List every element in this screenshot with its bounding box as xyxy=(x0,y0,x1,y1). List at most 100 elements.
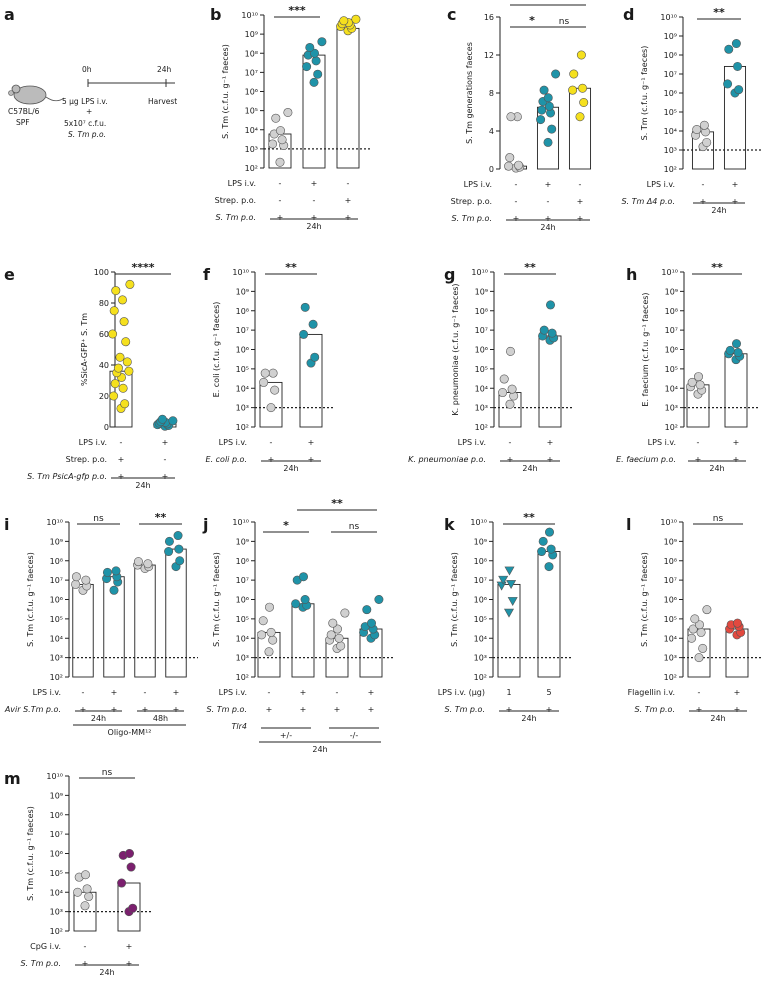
y-tick-label: 10⁹ xyxy=(475,287,488,296)
treatment-lps: 5 µg LPS i.v. xyxy=(62,97,108,106)
data-point xyxy=(731,39,741,49)
y-tick-label: 10⁸ xyxy=(664,51,677,60)
y-tick-label: 10³ xyxy=(236,404,249,413)
group-label: 24h xyxy=(306,222,321,231)
group-label: 24h xyxy=(711,206,726,215)
condition-value: 5 xyxy=(546,688,551,697)
data-point xyxy=(108,329,118,339)
data-point xyxy=(174,544,184,554)
data-point xyxy=(300,302,310,312)
condition-value: - xyxy=(515,180,518,189)
condition-label: S. Tm PsicA-gfp p.o. xyxy=(27,472,107,481)
y-tick-label: 4 xyxy=(489,127,494,136)
y-tick-label: 10⁵ xyxy=(236,365,249,374)
y-tick-label: 10⁹ xyxy=(245,30,258,39)
condition-label: S. Tm Δ4 p.o. xyxy=(621,197,675,206)
condition-value: + xyxy=(268,455,275,464)
data-point xyxy=(168,416,178,426)
data-point xyxy=(702,137,712,147)
treatment-plus: + xyxy=(86,107,92,116)
y-tick-label: 16 xyxy=(484,13,494,22)
panel-label: m xyxy=(4,769,21,788)
condition-value: + xyxy=(577,214,584,223)
timeline-24h: 24h xyxy=(157,65,172,74)
y-tick-label: 10⁶ xyxy=(236,596,249,605)
panel-a-schematic: a C57BL/6 SPF 0h 24h 5 µg LPS i.v. + 5x1… xyxy=(4,5,177,139)
data-point xyxy=(277,135,287,145)
data-point xyxy=(111,566,121,576)
condition-value: + xyxy=(513,214,520,223)
condition-value: - xyxy=(279,196,282,205)
data-point xyxy=(270,385,280,395)
significance-label: ** xyxy=(331,497,343,510)
condition-label: S. Tm p.o. xyxy=(207,705,247,714)
data-point xyxy=(118,295,128,305)
y-tick-label: 10² xyxy=(665,423,678,432)
condition-label: CpG i.v. xyxy=(30,942,61,951)
panel-label: i xyxy=(4,515,9,534)
y-tick-label: 10⁸ xyxy=(245,49,258,58)
data-point xyxy=(266,403,276,413)
y-tick-label: 10⁴ xyxy=(664,634,677,643)
y-tick-label: 10⁵ xyxy=(664,615,677,624)
condition-value: + xyxy=(732,180,739,189)
significance-label: ** xyxy=(713,6,725,19)
y-tick-label: 10¹⁰ xyxy=(46,518,63,527)
data-point xyxy=(545,300,555,310)
data-point xyxy=(694,620,704,630)
condition-label: E. faecium p.o. xyxy=(616,455,676,464)
y-tick-label: 10² xyxy=(474,673,487,682)
condition-value: - xyxy=(579,180,582,189)
condition-value: + xyxy=(173,705,180,714)
condition-value: + xyxy=(118,472,125,481)
y-tick-label: 0 xyxy=(104,423,109,432)
condition-value: + xyxy=(700,197,707,206)
y-tick-label: 10⁶ xyxy=(245,88,258,97)
data-point xyxy=(339,16,349,26)
condition-value: + xyxy=(546,705,553,714)
y-tick-label: 10⁷ xyxy=(236,326,249,335)
data-point xyxy=(698,643,708,653)
y-tick-label: 10¹⁰ xyxy=(660,13,677,22)
data-point xyxy=(119,317,129,327)
data-point xyxy=(118,383,128,393)
condition-label: S. Tm p.o. xyxy=(21,959,61,968)
condition-value: + xyxy=(142,705,149,714)
y-tick-label: 10² xyxy=(664,165,677,174)
data-point xyxy=(723,79,733,89)
significance-label: ns xyxy=(349,522,360,532)
data-point xyxy=(504,161,514,171)
data-point xyxy=(688,624,698,634)
y-tick-label: 10² xyxy=(50,673,63,682)
condition-value: + xyxy=(733,438,740,447)
y-tick-label: 10⁵ xyxy=(665,365,678,374)
y-tick-label: 10⁸ xyxy=(236,557,249,566)
y-tick-label: 10² xyxy=(245,164,258,173)
data-point xyxy=(266,627,276,637)
condition-value: - xyxy=(84,942,87,951)
timeline-0h: 0h xyxy=(82,65,92,74)
data-point xyxy=(157,414,167,424)
y-tick-label: 10⁸ xyxy=(475,307,488,316)
y-tick-label: 10⁴ xyxy=(236,634,249,643)
condition-label: LPS i.v. (µg) xyxy=(438,688,485,697)
y-tick-label: 10⁹ xyxy=(474,537,487,546)
condition-label: Strep. p.o. xyxy=(66,455,107,464)
y-tick-label: 10¹⁰ xyxy=(232,518,249,527)
y-tick-label: 10³ xyxy=(50,908,63,917)
data-point xyxy=(543,137,553,147)
y-tick-label: 10⁴ xyxy=(665,384,678,393)
condition-value: - xyxy=(347,179,350,188)
significance-label: ** xyxy=(285,261,297,274)
y-tick-label: 10⁵ xyxy=(245,107,258,116)
y-tick-label: 10⁵ xyxy=(664,108,677,117)
y-tick-label: 10² xyxy=(236,673,249,682)
significance-label: ns xyxy=(559,17,570,27)
y-tick-label: 10² xyxy=(475,423,488,432)
condition-value: + xyxy=(696,705,703,714)
group-label: 24h xyxy=(540,223,555,232)
y-tick-label: 10¹⁰ xyxy=(660,518,677,527)
condition-label: LPS i.v. xyxy=(33,688,61,697)
condition-value: - xyxy=(279,179,282,188)
condition-label: LPS i.v. xyxy=(219,438,247,447)
